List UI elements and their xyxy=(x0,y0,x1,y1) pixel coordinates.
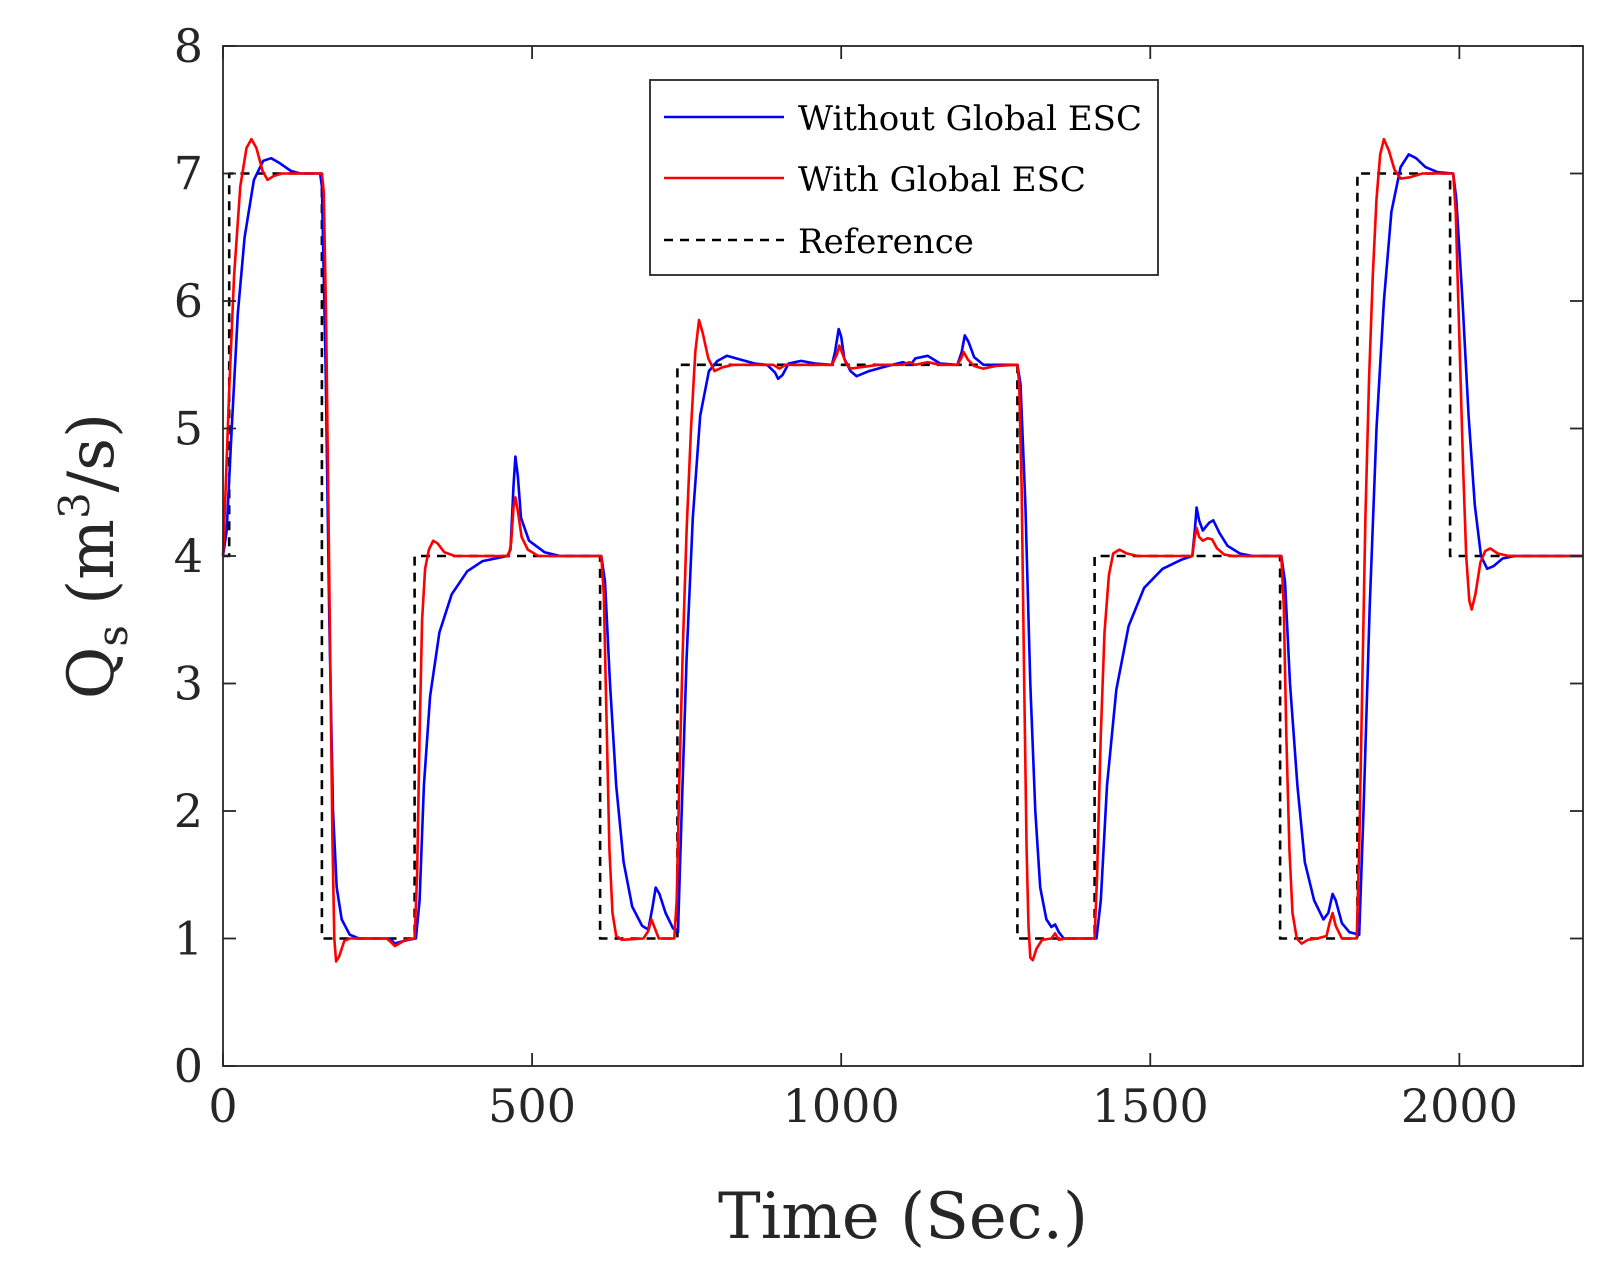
y-axis-label-unit-open: (m xyxy=(55,519,129,625)
y-axis-label-subscript: s xyxy=(88,625,137,647)
y-axis-label-superscript: 3 xyxy=(50,492,99,519)
series-layer xyxy=(221,137,1583,963)
x-tick-label-1500: 1500 xyxy=(1092,1079,1209,1133)
legend-label-with-global-esc: With Global ESC xyxy=(798,160,1086,200)
legend-label-without-global-esc: Without Global ESC xyxy=(798,99,1142,139)
x-axis-label: Time (Sec.) xyxy=(718,1180,1088,1254)
x-tick-label-2000: 2000 xyxy=(1401,1079,1518,1133)
y-tick-label-2: 2 xyxy=(174,784,203,838)
x-tick-label-0: 0 xyxy=(208,1079,237,1133)
x-tick-label-1000: 1000 xyxy=(783,1079,900,1133)
series-line-without-global-esc xyxy=(221,153,1583,945)
y-tick-label-3: 3 xyxy=(174,657,203,711)
series-line-with-global-esc xyxy=(221,137,1583,963)
legend: Without Global ESC With Global ESC Refer… xyxy=(649,79,1159,276)
y-tick-label-7: 7 xyxy=(174,147,203,201)
y-axis-label-unit-close: /s) xyxy=(55,413,129,492)
y-axis-label: Qs (m3/s) xyxy=(50,413,137,699)
y-tick-label-4: 4 xyxy=(174,529,203,583)
y-axis-label-base: Q xyxy=(55,647,129,699)
x-tick-label-500: 500 xyxy=(488,1079,576,1133)
y-tick-label-8: 8 xyxy=(174,19,203,73)
y-tick-label-1: 1 xyxy=(174,912,203,966)
y-tick-label-6: 6 xyxy=(174,274,203,328)
legend-label-reference: Reference xyxy=(798,222,974,262)
tick-layer: 0 500 1000 1500 2000 0 1 2 3 4 5 6 7 8 xyxy=(174,19,1583,1133)
legend-box xyxy=(649,79,1159,276)
y-tick-label-0: 0 xyxy=(174,1039,203,1093)
y-tick-label-5: 5 xyxy=(174,402,203,456)
